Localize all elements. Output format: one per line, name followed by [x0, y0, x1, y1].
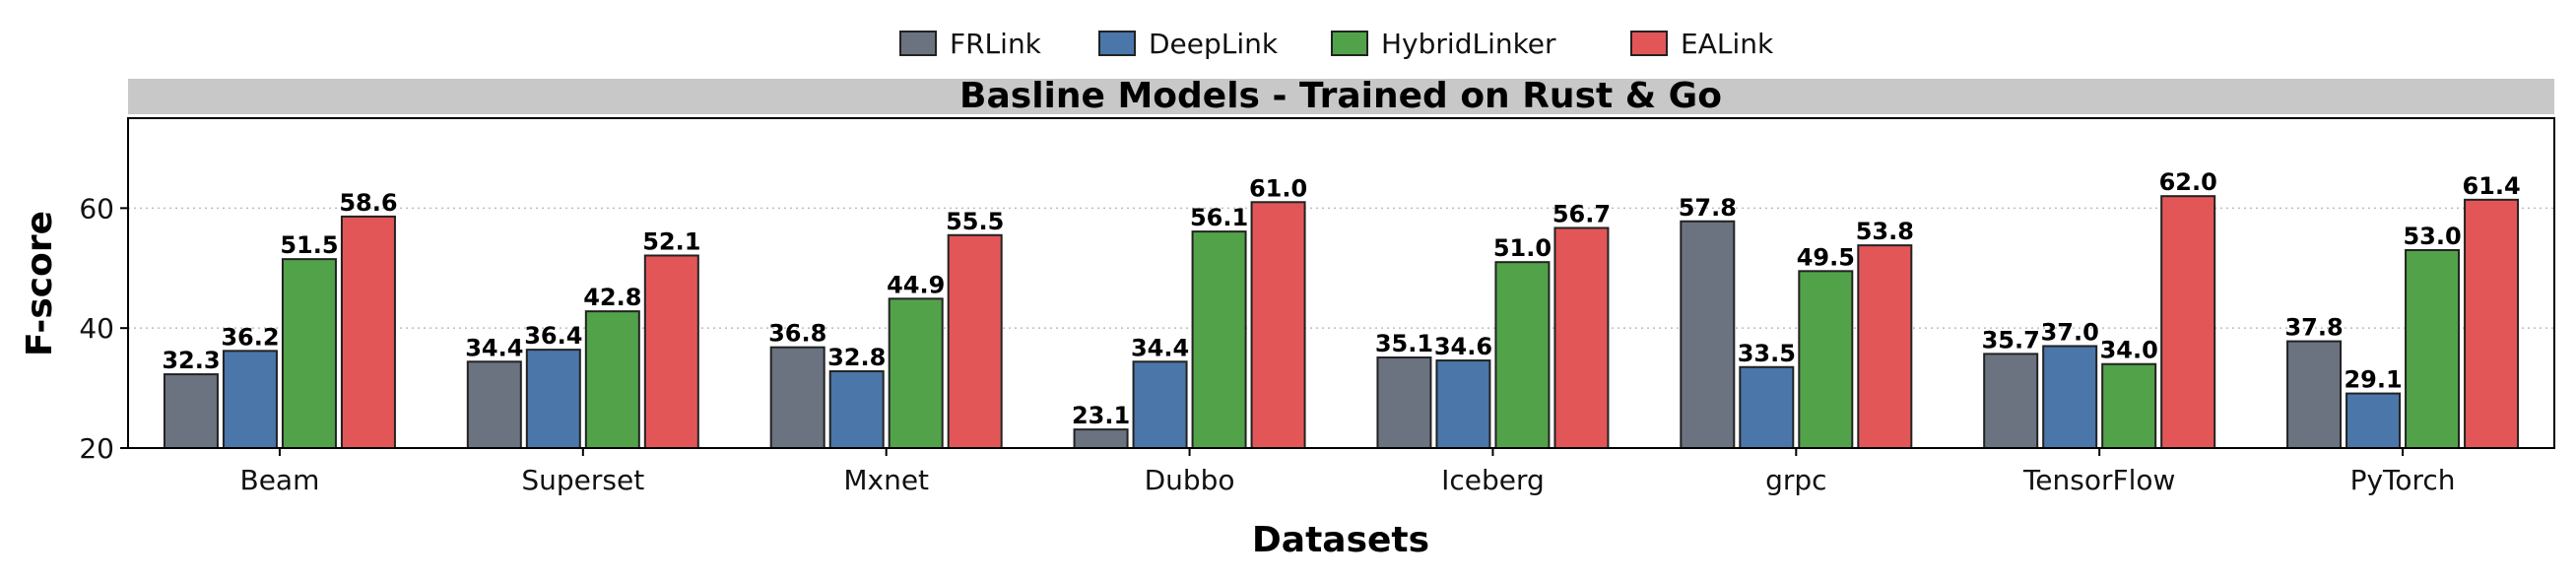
y-tick-label: 40: [79, 312, 114, 345]
bar-mxnet-ealink: [947, 233, 1003, 449]
legend-label-frlink: FRLink: [950, 28, 1042, 60]
data-label-superset-frlink: 34.4: [465, 334, 523, 361]
data-label-dubbo-deeplink: 34.4: [1131, 334, 1189, 361]
chart-title: Basline Models - Trained on Rust & Go: [959, 76, 1722, 116]
bar-iceberg-ealink: [1553, 226, 1610, 449]
data-label-grpc-hybridlinker: 49.5: [1797, 243, 1855, 271]
legend-swatch-deeplink: [1098, 31, 1136, 56]
y-axis-title: F-score: [20, 211, 60, 356]
data-label-mxnet-deeplink: 32.8: [827, 344, 886, 371]
x-tick-label-iceberg: Iceberg: [1441, 464, 1545, 496]
data-label-pytorch-ealink: 61.4: [2462, 172, 2520, 200]
bar-superset-frlink: [466, 360, 522, 450]
data-labels: 32.336.251.558.634.4 36.442.852.136.832.8…: [162, 168, 2520, 429]
data-label-tensorflow-ealink: 62.0: [2159, 168, 2217, 196]
bar-pytorch-ealink: [2464, 198, 2520, 449]
data-label-tensorflow-frlink: 35.7: [1982, 326, 2040, 354]
bar-tensorflow-hybridlinker: [2101, 362, 2157, 449]
bar-pytorch-deeplink: [2345, 392, 2402, 449]
bar-mxnet-frlink: [769, 346, 826, 449]
grid-lines: [128, 207, 2554, 329]
legend-swatch-ealink: [1630, 31, 1668, 56]
bar-dubbo-deeplink: [1132, 360, 1188, 450]
bar-grpc-hybridlinker: [1798, 270, 1854, 449]
bar-dubbo-hybridlinker: [1191, 230, 1247, 449]
bar-iceberg-hybridlinker: [1494, 261, 1551, 449]
data-label-dubbo-ealink: 61.0: [1249, 174, 1307, 202]
bar-tensorflow-frlink: [1983, 353, 2039, 450]
data-label-beam-frlink: 32.3: [162, 347, 220, 374]
legend-swatch-frlink: [899, 31, 937, 56]
bar-pytorch-hybridlinker: [2405, 249, 2461, 449]
x-axis-title: Datasets: [1252, 520, 1429, 560]
bar-beam-frlink: [163, 373, 219, 449]
bar-superset-hybridlinker: [584, 310, 640, 449]
x-tick-label-grpc: grpc: [1765, 464, 1826, 496]
data-label-mxnet-hybridlinker: 44.9: [887, 271, 945, 298]
bar-iceberg-frlink: [1376, 356, 1432, 450]
x-tick-label-tensorflow: TensorFlow: [2022, 464, 2175, 496]
data-label-tensorflow-hybridlinker: 34.0: [2100, 337, 2158, 364]
data-label-mxnet-ealink: 55.5: [946, 208, 1004, 235]
bar-beam-ealink: [340, 215, 396, 449]
data-label-pytorch-deeplink: 29.1: [2344, 366, 2402, 394]
data-label-grpc-deeplink: 33.5: [1738, 340, 1796, 367]
data-label-iceberg-frlink: 35.1: [1375, 330, 1433, 357]
bar-grpc-ealink: [1857, 244, 1913, 449]
bar-iceberg-deeplink: [1435, 359, 1491, 449]
data-label-superset-deeplink: 36.4: [524, 322, 582, 350]
legend: FRLink DeepLink HybridLinker EALink: [899, 28, 1774, 60]
y-tick-label: 20: [79, 432, 114, 465]
data-label-mxnet-frlink: 36.8: [768, 320, 826, 348]
data-label-grpc-frlink: 57.8: [1679, 194, 1737, 222]
data-label-superset-ealink: 52.1: [642, 227, 700, 255]
x-tick-label-pytorch: PyTorch: [2350, 464, 2456, 496]
data-label-iceberg-deeplink: 34.6: [1434, 333, 1492, 360]
bar-beam-hybridlinker: [281, 258, 337, 449]
bar-superset-ealink: [643, 254, 699, 449]
data-label-beam-deeplink: 36.2: [221, 323, 279, 351]
legend-label-deeplink: DeepLink: [1149, 28, 1279, 60]
data-label-grpc-ealink: 53.8: [1856, 218, 1914, 245]
bar-dubbo-frlink: [1073, 428, 1129, 450]
data-label-iceberg-ealink: 56.7: [1552, 200, 1611, 227]
bar-beam-deeplink: [222, 350, 278, 449]
data-label-superset-hybridlinker: 42.8: [583, 284, 641, 311]
y-axis: 20 40 60: [79, 192, 128, 465]
x-tick-label-dubbo: Dubbo: [1145, 464, 1235, 496]
title-band: [128, 79, 2554, 114]
data-label-pytorch-hybridlinker: 53.0: [2403, 223, 2461, 250]
bar-grpc-frlink: [1680, 220, 1736, 449]
plot-frame: [127, 117, 2555, 449]
x-tick-label-superset: Superset: [521, 464, 644, 496]
data-label-dubbo-frlink: 23.1: [1072, 402, 1130, 429]
data-label-dubbo-hybridlinker: 56.1: [1190, 204, 1248, 231]
legend-label-hybridlinker: HybridLinker: [1381, 28, 1556, 60]
data-label-beam-hybridlinker: 51.5: [280, 231, 338, 259]
bar-grpc-deeplink: [1739, 365, 1795, 450]
y-tick-label: 60: [79, 192, 114, 225]
data-label-iceberg-hybridlinker: 51.0: [1493, 234, 1552, 262]
bar-tensorflow-deeplink: [2042, 345, 2098, 450]
bar-mxnet-hybridlinker: [888, 297, 944, 449]
bars: [163, 195, 2520, 450]
x-tick-label-beam: Beam: [240, 464, 320, 496]
data-label-beam-ealink: 58.6: [339, 189, 397, 217]
bar-mxnet-deeplink: [828, 370, 885, 450]
bar-superset-deeplink: [525, 349, 581, 450]
bar-dubbo-ealink: [1250, 201, 1306, 449]
bar-pytorch-frlink: [2286, 340, 2343, 449]
data-label-tensorflow-deeplink: 37.0: [2041, 318, 2099, 346]
x-tick-label-mxnet: Mxnet: [843, 464, 929, 496]
legend-label-ealink: EALink: [1681, 28, 1774, 60]
bar-tensorflow-ealink: [2160, 195, 2216, 449]
x-axis: Beam Superset Mxnet Dubbo Iceberg grpc TensorF…: [240, 448, 2456, 496]
data-label-pytorch-frlink: 37.8: [2284, 314, 2343, 342]
legend-swatch-hybridlinker: [1331, 31, 1368, 56]
